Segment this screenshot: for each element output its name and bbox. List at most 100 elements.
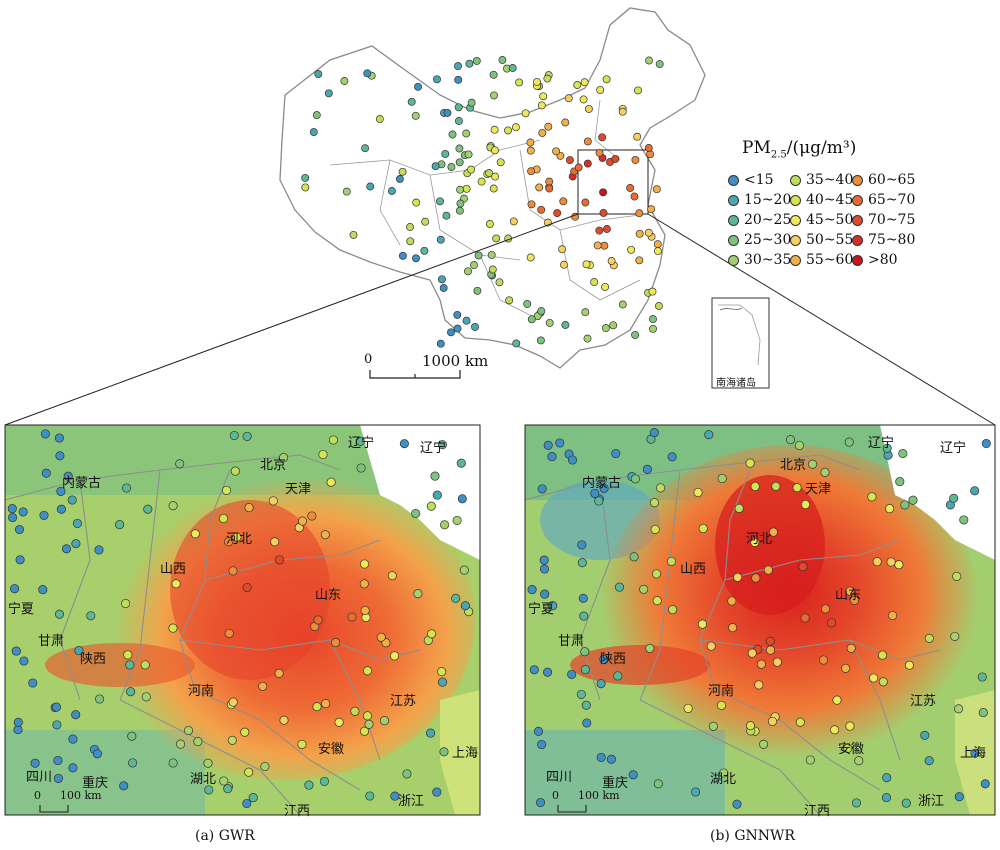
station-point [331,638,341,648]
station-point [652,596,662,606]
station-point [414,82,422,91]
station-point [432,787,442,797]
station-point [496,158,505,167]
station-point [411,111,420,120]
legend-label: 75~80 [868,232,916,248]
station-point [594,496,604,506]
station-point [630,474,640,484]
station-point [545,318,554,327]
station-point [437,677,448,687]
station-point [68,763,78,773]
station-point [767,716,778,726]
station-point [704,430,714,440]
legend-swatch [728,174,739,186]
station-point [447,328,455,337]
station-point [455,158,464,167]
station-point [635,209,644,218]
station-point [882,773,892,783]
station-point [515,78,524,87]
station-point [495,278,504,287]
legend-swatch [728,214,739,226]
station-point [596,679,606,689]
station-point [14,524,25,535]
station-point [590,488,600,498]
station-point [548,601,558,611]
station-point [582,260,591,269]
station-point [279,453,289,463]
station-point [431,162,440,171]
station-point [453,324,462,333]
station-point [734,503,744,513]
legend-label: 35~40 [806,172,854,188]
station-point [379,716,390,726]
station-point [691,787,701,797]
station-point [808,459,818,469]
station-point [882,443,892,453]
panel-gwr [5,425,480,815]
station-point [645,643,655,653]
station-point [364,719,374,729]
station-point [526,253,535,262]
station-point [602,225,611,233]
station-point [526,138,535,147]
station-point [11,646,21,656]
station-point [176,739,186,749]
station-point [387,571,397,581]
station-point [467,98,476,107]
station-point [319,776,329,786]
station-point [260,761,270,772]
province-label: 北京 [260,458,287,473]
province-label: 江西 [284,804,311,819]
panel-b-scale-zero: 0 [552,789,559,802]
province-label: 四川 [546,770,573,785]
station-point [537,101,546,110]
station-point [792,483,802,493]
station-point [904,660,914,670]
station-point [485,220,494,228]
station-point [576,689,586,699]
station-point [68,734,78,744]
station-point [441,149,450,158]
station-point [362,666,373,676]
station-point [564,94,573,103]
province-label: 湖北 [710,772,737,787]
station-point [920,730,930,740]
caption-gnnwr: (b) GNNWR [710,828,795,844]
station-point [229,430,239,441]
station-point [360,605,370,616]
legend-label: 50~55 [806,232,854,248]
station-point [204,785,214,795]
station-point [274,668,284,678]
station-point [334,717,344,727]
station-point [455,206,464,215]
station-point [456,199,465,208]
station-point [649,315,657,324]
station-point [387,187,396,195]
station-point [436,339,445,348]
station-point [581,308,590,317]
station-point [733,572,743,582]
station-point [119,781,129,791]
station-point [754,680,764,690]
station-point [221,485,232,495]
legend-item: 40~45 [790,192,853,208]
station-point [426,728,436,738]
station-point [536,336,545,345]
province-label: 辽宁 [348,436,375,451]
station-point [509,217,518,226]
province-label: 浙江 [918,794,945,809]
station-point [304,780,314,790]
station-point [666,556,677,566]
station-point [537,307,546,316]
station-point [366,182,375,191]
station-point [980,779,990,789]
station-point [631,155,640,164]
station-point [590,278,599,287]
province-label: 辽宁 [420,441,447,456]
station-point [924,756,934,766]
province-label: 内蒙古 [62,476,102,491]
station-point [901,798,911,808]
station-point [959,515,969,525]
station-point [540,589,550,599]
